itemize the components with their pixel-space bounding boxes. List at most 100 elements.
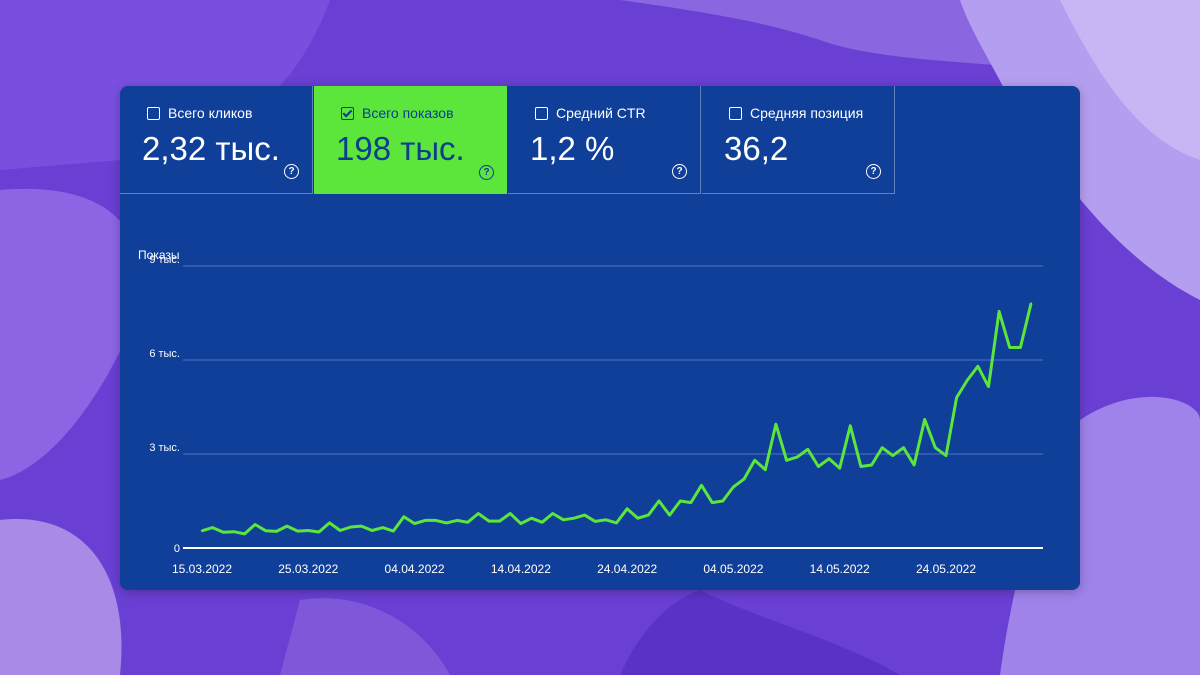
data-point [434, 519, 438, 522]
data-point [764, 468, 767, 471]
data-point [253, 523, 257, 526]
impressions-series-line [201, 303, 1033, 536]
x-tick-label: 24.05.2022 [916, 562, 976, 576]
data-point [530, 517, 533, 520]
metric-card-position[interactable]: Средняя позиция 36,2 ? [702, 86, 895, 194]
data-point [360, 524, 363, 528]
data-point [721, 499, 724, 503]
data-point [997, 310, 1001, 313]
data-point [264, 529, 267, 532]
data-point [859, 465, 863, 468]
data-point [987, 385, 990, 388]
x-tick-label: 14.04.2022 [491, 562, 551, 576]
data-point [838, 466, 841, 470]
data-point [232, 530, 236, 533]
data-point [211, 526, 214, 529]
data-point [466, 521, 469, 524]
data-point [625, 507, 629, 511]
data-point [243, 532, 246, 536]
metric-value-clicks: 2,32 тыс. [142, 130, 280, 167]
checkbox-impressions[interactable] [341, 106, 354, 120]
data-point [296, 529, 299, 533]
help-icon[interactable]: ? [866, 164, 881, 179]
data-point [222, 531, 225, 534]
impressions-chart: Показы 0 3 тыс. 6 тыс. 9 тыс. 15.03.2022 25.… [138, 248, 1043, 576]
checkbox-position[interactable] [729, 106, 742, 120]
data-point [328, 521, 331, 525]
metric-label-ctr: Средний CTR [556, 105, 646, 121]
x-tick-label: 25.03.2022 [278, 562, 338, 576]
data-point [966, 379, 969, 382]
data-point [912, 463, 916, 467]
data-point [445, 521, 448, 525]
search-performance-panel: Всего кликов 2,32 тыс. ? Всего показов 1… [120, 86, 1080, 590]
data-point [487, 519, 491, 523]
data-point [498, 519, 501, 523]
metric-label-position: Средняя позиция [750, 105, 864, 121]
data-point [902, 446, 905, 449]
data-point [413, 522, 416, 525]
data-point [572, 517, 576, 520]
metric-header: Средняя позиция [729, 104, 863, 122]
data-point [423, 519, 427, 522]
data-point [583, 513, 586, 517]
data-point [402, 515, 406, 518]
metric-label-clicks: Всего кликов [168, 105, 253, 121]
data-point [795, 455, 799, 459]
data-point [944, 454, 948, 457]
data-point [827, 457, 831, 460]
metric-value-position: 36,2 [724, 130, 789, 167]
data-point [317, 530, 321, 534]
data-point [700, 484, 703, 487]
data-point [381, 526, 384, 529]
data-point [870, 463, 873, 467]
data-point [1019, 346, 1022, 349]
data-point [551, 512, 554, 515]
data-point [1029, 302, 1033, 305]
metric-card-clicks[interactable]: Всего кликов 2,32 тыс. ? [120, 86, 313, 194]
x-tick-label: 04.04.2022 [385, 562, 445, 576]
data-point [307, 529, 310, 532]
data-point [785, 459, 788, 462]
data-point [604, 518, 608, 521]
metric-header: Всего показов [341, 104, 454, 122]
help-icon[interactable]: ? [479, 165, 494, 180]
data-point [923, 418, 926, 421]
checkbox-ctr[interactable] [535, 106, 548, 120]
metric-card-impressions[interactable]: Всего показов 198 тыс. ? [314, 86, 507, 194]
data-point [849, 424, 852, 427]
data-point [477, 512, 480, 515]
data-point [200, 529, 204, 532]
data-point [710, 501, 714, 504]
y-tick-label: 6 тыс. [149, 348, 180, 360]
data-point [774, 423, 778, 426]
data-point [934, 446, 937, 449]
data-point [1008, 346, 1011, 349]
help-icon[interactable]: ? [284, 164, 299, 179]
data-point [636, 517, 639, 520]
data-point [275, 530, 278, 533]
metric-value-impressions: 198 тыс. [336, 130, 465, 167]
series-layer [200, 302, 1033, 536]
data-point [519, 522, 523, 525]
metric-card-ctr[interactable]: Средний CTR 1,2 % ? [508, 86, 701, 194]
data-point [689, 501, 693, 504]
y-tick-label: 9 тыс. [149, 254, 180, 266]
data-point [679, 499, 682, 503]
data-point [817, 465, 820, 468]
data-point [370, 529, 374, 532]
checkbox-clicks[interactable] [147, 106, 160, 120]
data-point [392, 529, 395, 533]
data-point [594, 520, 597, 523]
data-point [657, 499, 661, 503]
help-icon[interactable]: ? [672, 164, 687, 179]
data-point [881, 446, 884, 449]
metric-header: Всего кликов [147, 104, 252, 122]
data-point [976, 365, 980, 368]
data-point [742, 477, 746, 481]
data-point [285, 524, 289, 528]
y-tick-layer: 0 3 тыс. 6 тыс. 9 тыс. [149, 254, 180, 555]
data-point [540, 521, 544, 524]
metric-header: Средний CTR [535, 104, 646, 122]
data-point [891, 454, 895, 457]
